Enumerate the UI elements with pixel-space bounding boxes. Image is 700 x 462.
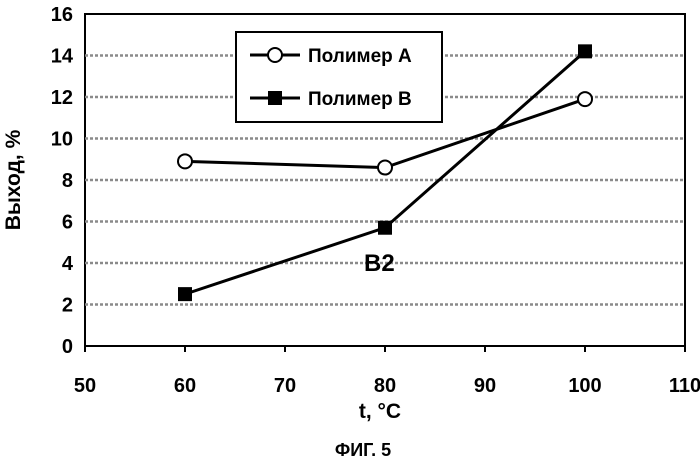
data-point-series-a — [177, 153, 193, 170]
x-axis-title: t, °C — [359, 400, 401, 423]
y-tick-label: 16 — [51, 4, 73, 26]
figure-caption: ФИГ. 5 — [335, 440, 391, 460]
data-point-series-b — [178, 287, 192, 302]
y-tick-label: 0 — [62, 336, 73, 358]
x-tick-label: 110 — [669, 375, 700, 397]
data-point-series-a — [577, 91, 593, 108]
y-axis-title: Выход, % — [2, 129, 25, 230]
legend-marker-series-b — [268, 91, 282, 105]
annotation-b2: B2 — [364, 250, 395, 277]
data-point-series-b — [578, 44, 592, 59]
y-tick-label: 8 — [62, 170, 73, 192]
legend-marker-series-a — [267, 47, 283, 63]
y-tick-label: 14 — [51, 46, 74, 68]
data-point-series-a — [377, 159, 393, 176]
y-tick-label: 2 — [62, 295, 73, 317]
data-series — [177, 44, 593, 302]
y-tick-label: 4 — [62, 253, 74, 275]
x-tick-label: 70 — [274, 375, 296, 397]
y-tick-label: 12 — [51, 87, 73, 109]
x-tick-label: 60 — [174, 375, 196, 397]
legend-label-series-a: Полимер A — [308, 46, 412, 67]
x-tick-label: 90 — [474, 375, 496, 397]
x-tick-label: 100 — [568, 375, 601, 397]
x-tick-label: 80 — [374, 375, 396, 397]
tick-labels: 0 2 4 6 8 10 12 14 16 50 60 70 80 90 100 110 — [51, 4, 700, 397]
y-tick-label: 10 — [51, 129, 73, 151]
y-tick-label: 6 — [62, 212, 73, 234]
legend-label-series-b: Полимер B — [308, 89, 412, 110]
legend: Полимер A Полимер B — [235, 31, 443, 123]
x-tick-label: 50 — [74, 375, 96, 397]
data-point-series-b — [378, 220, 392, 235]
legend-box — [235, 31, 443, 123]
